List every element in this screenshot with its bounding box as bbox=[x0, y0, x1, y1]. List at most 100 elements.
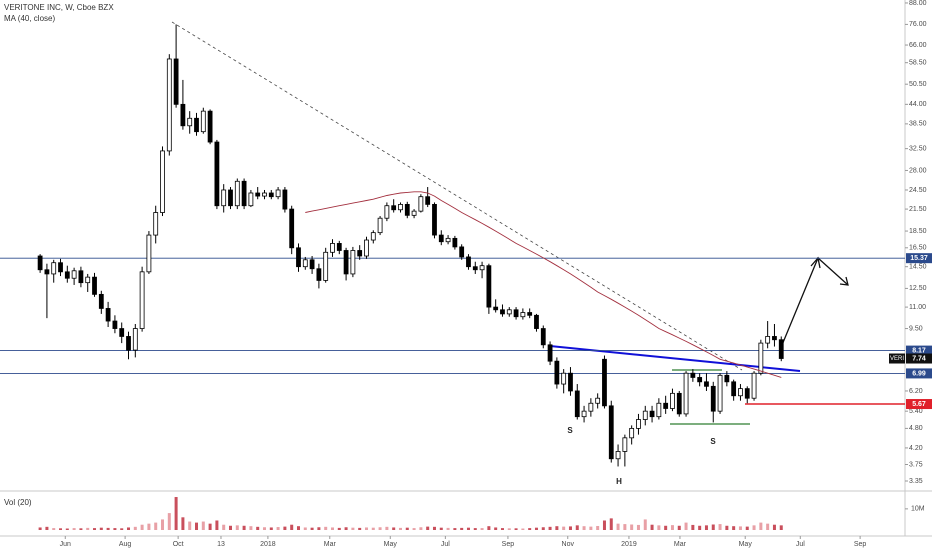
candle-body bbox=[608, 405, 614, 460]
x-tick-label: Oct bbox=[173, 541, 184, 548]
candle-body bbox=[132, 328, 138, 351]
candle-body bbox=[289, 208, 295, 249]
candle-body bbox=[500, 309, 505, 315]
candle-body bbox=[126, 336, 131, 351]
candle-body bbox=[92, 276, 97, 295]
price-tag-label: 7.74 bbox=[912, 355, 926, 362]
volume-bar bbox=[453, 528, 457, 530]
volume-title: Vol (20) bbox=[4, 498, 32, 507]
candle-body bbox=[173, 58, 179, 105]
candle-body bbox=[493, 306, 499, 311]
y-tick-label: 3.75 bbox=[909, 461, 923, 468]
volume-bar bbox=[704, 525, 708, 530]
candle-body bbox=[343, 250, 349, 275]
candle-body bbox=[778, 339, 784, 359]
price-tag bbox=[906, 345, 932, 356]
candle-body bbox=[663, 402, 669, 409]
candle-body bbox=[255, 192, 261, 197]
annotation: S bbox=[710, 437, 716, 446]
candle-body bbox=[588, 402, 594, 412]
candle-body bbox=[690, 372, 696, 378]
candle-body bbox=[520, 312, 526, 318]
y-tick-label: 76.00 bbox=[909, 21, 927, 28]
y-tick-label: 50.50 bbox=[909, 81, 927, 88]
volume-bar bbox=[228, 525, 232, 530]
volume-bar bbox=[772, 524, 776, 530]
price-tag bbox=[906, 253, 932, 264]
candle-body bbox=[377, 217, 383, 234]
volume-bar bbox=[460, 527, 464, 530]
candle-body bbox=[656, 402, 662, 418]
candle-body bbox=[85, 276, 91, 284]
candle-body bbox=[248, 192, 254, 207]
candle-body bbox=[350, 250, 356, 275]
candle-body bbox=[704, 381, 709, 387]
y-tick-label: 58.50 bbox=[909, 60, 927, 67]
y-tick-label: 3.35 bbox=[909, 478, 923, 485]
volume-bar bbox=[276, 527, 280, 530]
volume-bar bbox=[188, 521, 192, 530]
candle-body bbox=[513, 309, 519, 318]
volume-bar bbox=[711, 524, 715, 530]
volume-bar bbox=[412, 528, 416, 530]
candle-body bbox=[472, 266, 478, 271]
candle-body bbox=[296, 247, 301, 268]
volume-bar bbox=[181, 517, 185, 530]
candle-body bbox=[418, 196, 424, 212]
volume-bar bbox=[623, 524, 627, 530]
price-tag-label: 15.37 bbox=[910, 255, 928, 262]
candle-body bbox=[153, 212, 159, 236]
candle-body bbox=[139, 271, 145, 329]
price-tag bbox=[906, 353, 932, 364]
volume-bar bbox=[487, 526, 491, 530]
volume-bar bbox=[732, 526, 736, 530]
volume-bar bbox=[589, 526, 593, 530]
x-tick-label: Aug bbox=[119, 541, 132, 548]
candle-body bbox=[724, 374, 730, 383]
volume-bar bbox=[351, 527, 355, 530]
volume-bar bbox=[677, 525, 681, 530]
y-tick-label: 24.50 bbox=[909, 187, 927, 194]
candle-body bbox=[670, 392, 675, 409]
volume-bar bbox=[65, 528, 69, 530]
y-tick-label: 18.50 bbox=[909, 228, 927, 235]
x-tick-label: Sep bbox=[854, 541, 867, 548]
x-tick-label: 2019 bbox=[621, 541, 637, 548]
volume-bar bbox=[602, 520, 606, 530]
candle-body bbox=[404, 203, 410, 216]
candle-body bbox=[744, 388, 750, 399]
x-tick-label: Jul bbox=[441, 541, 450, 548]
volume-bar bbox=[582, 526, 586, 530]
volume-bar bbox=[256, 526, 260, 530]
candle-body bbox=[330, 243, 335, 253]
candle-body bbox=[738, 388, 743, 397]
volume-bar bbox=[398, 527, 402, 530]
volume-bar bbox=[738, 526, 742, 530]
volume-bar bbox=[86, 527, 90, 530]
y-tick-label: 6.20 bbox=[909, 388, 923, 395]
volume-bar bbox=[317, 527, 321, 530]
volume-bar bbox=[725, 525, 729, 530]
volume-bar bbox=[426, 526, 430, 530]
y-tick-label: 4.20 bbox=[909, 445, 923, 452]
volume-bar bbox=[466, 527, 470, 530]
y-tick-label: 38.50 bbox=[909, 121, 927, 128]
candle-body bbox=[758, 342, 764, 374]
candle-body bbox=[187, 117, 193, 127]
candle-body bbox=[554, 360, 560, 385]
candle-body bbox=[71, 270, 77, 279]
volume-bar bbox=[72, 528, 76, 530]
candle-body bbox=[98, 293, 104, 309]
volume-bar bbox=[500, 528, 504, 530]
candle-body bbox=[316, 268, 322, 281]
y-tick-label: 88.00 bbox=[909, 0, 927, 7]
volume-bar bbox=[147, 523, 151, 530]
volume-bar bbox=[534, 527, 538, 530]
volume-bar bbox=[364, 527, 368, 530]
candle-body bbox=[547, 344, 553, 362]
x-tick-label: Mar bbox=[674, 541, 687, 548]
volume-bar bbox=[201, 521, 205, 530]
x-tick-label: Nov bbox=[562, 541, 575, 548]
candle-body bbox=[275, 189, 281, 198]
